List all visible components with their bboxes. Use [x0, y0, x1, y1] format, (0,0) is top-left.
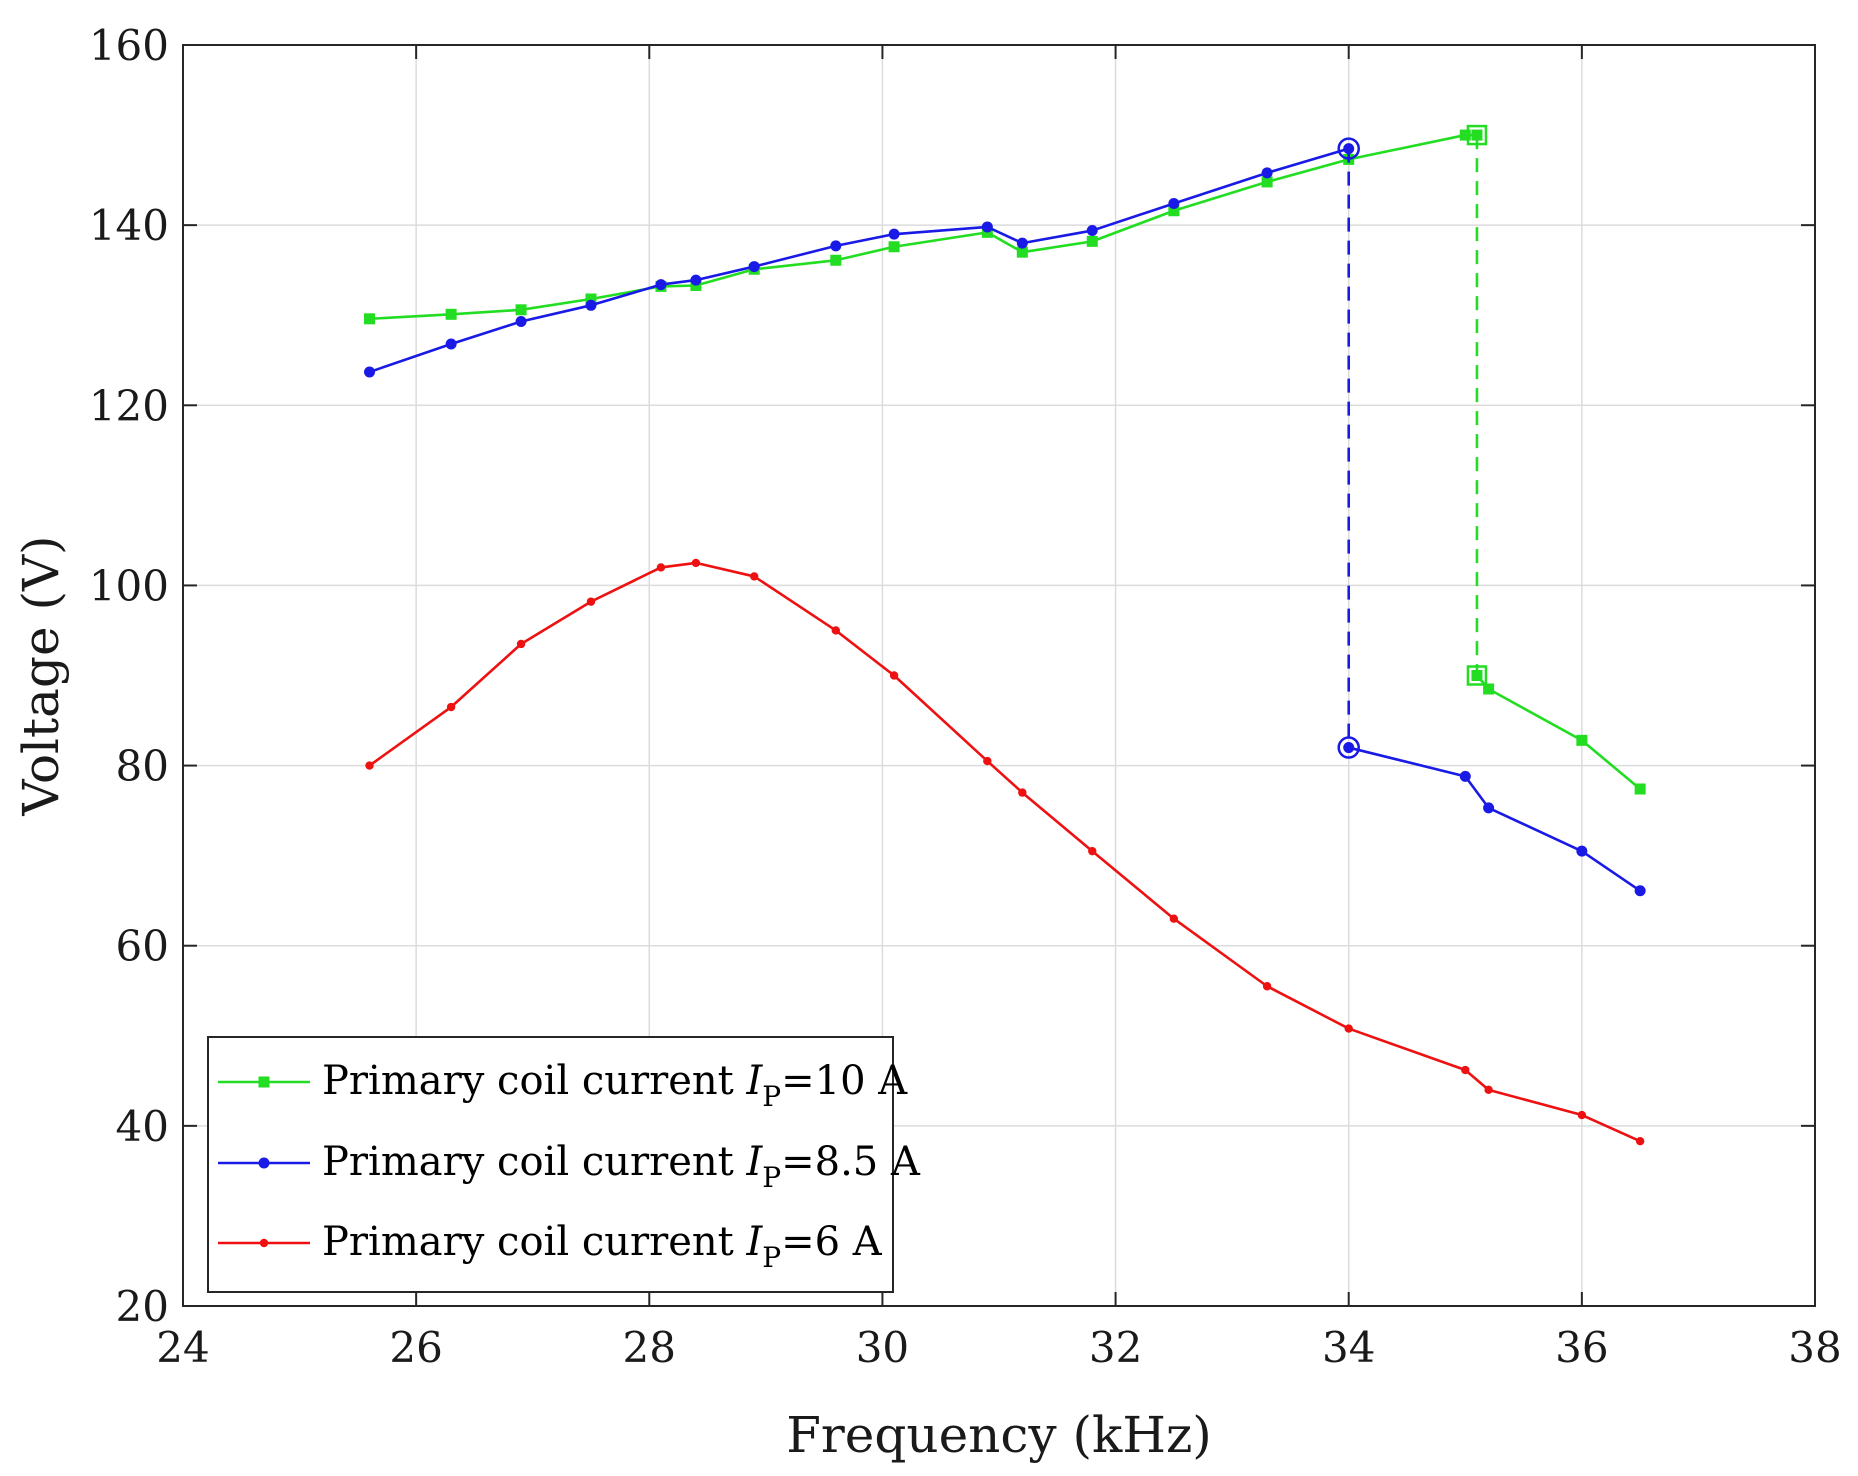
data-point [655, 279, 667, 291]
data-point [1576, 734, 1588, 746]
data-point [515, 316, 527, 328]
data-point [364, 366, 376, 378]
plot-frame [182, 44, 1816, 1307]
data-point [365, 761, 374, 770]
data-point [1018, 788, 1027, 797]
data-point [1168, 198, 1180, 210]
data-point [1261, 167, 1273, 179]
series-1 [364, 137, 1646, 897]
data-point [830, 240, 842, 252]
y-tick-label: 120 [89, 381, 169, 430]
legend-marker [258, 1157, 270, 1169]
legend-entry-1: Primary coil current IP=8.5 A [218, 1139, 921, 1194]
x-tick-label: 32 [1089, 1323, 1142, 1372]
legend-label: Primary coil current IP=6 A [322, 1219, 883, 1274]
x-axis-title: Frequency (kHz) [786, 1406, 1212, 1464]
data-point [1459, 770, 1471, 782]
data-point [748, 261, 760, 273]
data-point [1483, 802, 1495, 814]
highlight-marker-core [1343, 143, 1354, 154]
data-point [445, 338, 457, 350]
data-point [690, 274, 702, 286]
data-point [1086, 235, 1098, 247]
highlight-marker [1466, 124, 1488, 146]
data-point [1016, 246, 1028, 258]
data-point [1634, 783, 1646, 795]
y-axis-title: Voltage (V) [12, 535, 70, 816]
data-point [446, 702, 456, 712]
data-point [1576, 845, 1588, 857]
data-point [364, 313, 376, 325]
series-layer [364, 124, 1646, 1146]
highlight-marker-core [1471, 670, 1482, 681]
legend-entry-2: Primary coil current IP=6 A [218, 1219, 883, 1274]
data-point [585, 299, 597, 311]
x-tick-label: 38 [1788, 1323, 1841, 1372]
data-point [750, 572, 759, 581]
data-point [1344, 1024, 1353, 1033]
data-point [585, 293, 597, 305]
data-point [1484, 1085, 1493, 1095]
y-tick-label: 100 [89, 561, 169, 610]
data-point [831, 626, 840, 635]
y-tick-label: 60 [116, 922, 169, 971]
data-point [1088, 846, 1097, 856]
legend: Primary coil current IP=10 A Primary coil… [207, 1036, 921, 1293]
y-tick-label: 140 [89, 201, 169, 250]
x-tick-label: 30 [856, 1323, 909, 1372]
highlight-marker [1466, 665, 1488, 686]
data-point [516, 639, 526, 649]
data-point [888, 241, 900, 253]
data-point [515, 304, 527, 316]
data-point [691, 558, 701, 568]
data-point [1016, 237, 1028, 249]
data-point [1261, 176, 1273, 188]
series-2 [365, 558, 1645, 1146]
data-point [586, 597, 596, 606]
x-tick-label: 28 [623, 1323, 676, 1372]
y-tick-label: 160 [89, 21, 169, 70]
axis-ticks: 24 26 28 30 32 34 36 38 20 40 60 80 100 120 140 160 [89, 21, 1842, 1372]
data-point [830, 254, 842, 266]
data-point [445, 308, 457, 320]
y-tick-label: 80 [116, 742, 169, 791]
x-tick-label: 36 [1555, 1323, 1608, 1372]
legend-entry-0: Primary coil current IP=10 A [218, 1058, 908, 1113]
data-point [983, 756, 992, 766]
data-point [1634, 885, 1646, 897]
data-point [981, 221, 993, 233]
data-point [1577, 1110, 1587, 1120]
highlight-marker [1337, 137, 1360, 160]
x-tick-label: 26 [389, 1323, 442, 1372]
series-line-after-jump [1475, 674, 1641, 790]
data-point [889, 671, 899, 680]
y-tick-label: 40 [116, 1102, 169, 1151]
legend-marker [258, 1076, 270, 1088]
data-point [1086, 225, 1098, 237]
data-point [1461, 1065, 1470, 1075]
x-tick-label: 34 [1322, 1323, 1375, 1372]
data-point [888, 228, 900, 240]
highlight-marker-core [1471, 130, 1482, 141]
y-tick-label: 20 [116, 1282, 169, 1331]
legend-label: Primary coil current IP=10 A [322, 1058, 908, 1113]
data-point [1635, 1136, 1645, 1146]
data-point [1262, 982, 1272, 991]
highlight-marker-core [1343, 742, 1354, 753]
data-point [656, 563, 666, 572]
x-tick-label: 24 [156, 1323, 209, 1372]
highlight-marker [1337, 736, 1360, 759]
legend-box [207, 1036, 894, 1293]
data-point [1168, 205, 1180, 217]
legend-label: Primary coil current IP=8.5 A [322, 1139, 921, 1194]
legend-marker [259, 1238, 269, 1248]
data-point [1459, 129, 1471, 141]
grid [183, 45, 1815, 1306]
data-point [1169, 914, 1179, 923]
data-point [1483, 683, 1495, 695]
